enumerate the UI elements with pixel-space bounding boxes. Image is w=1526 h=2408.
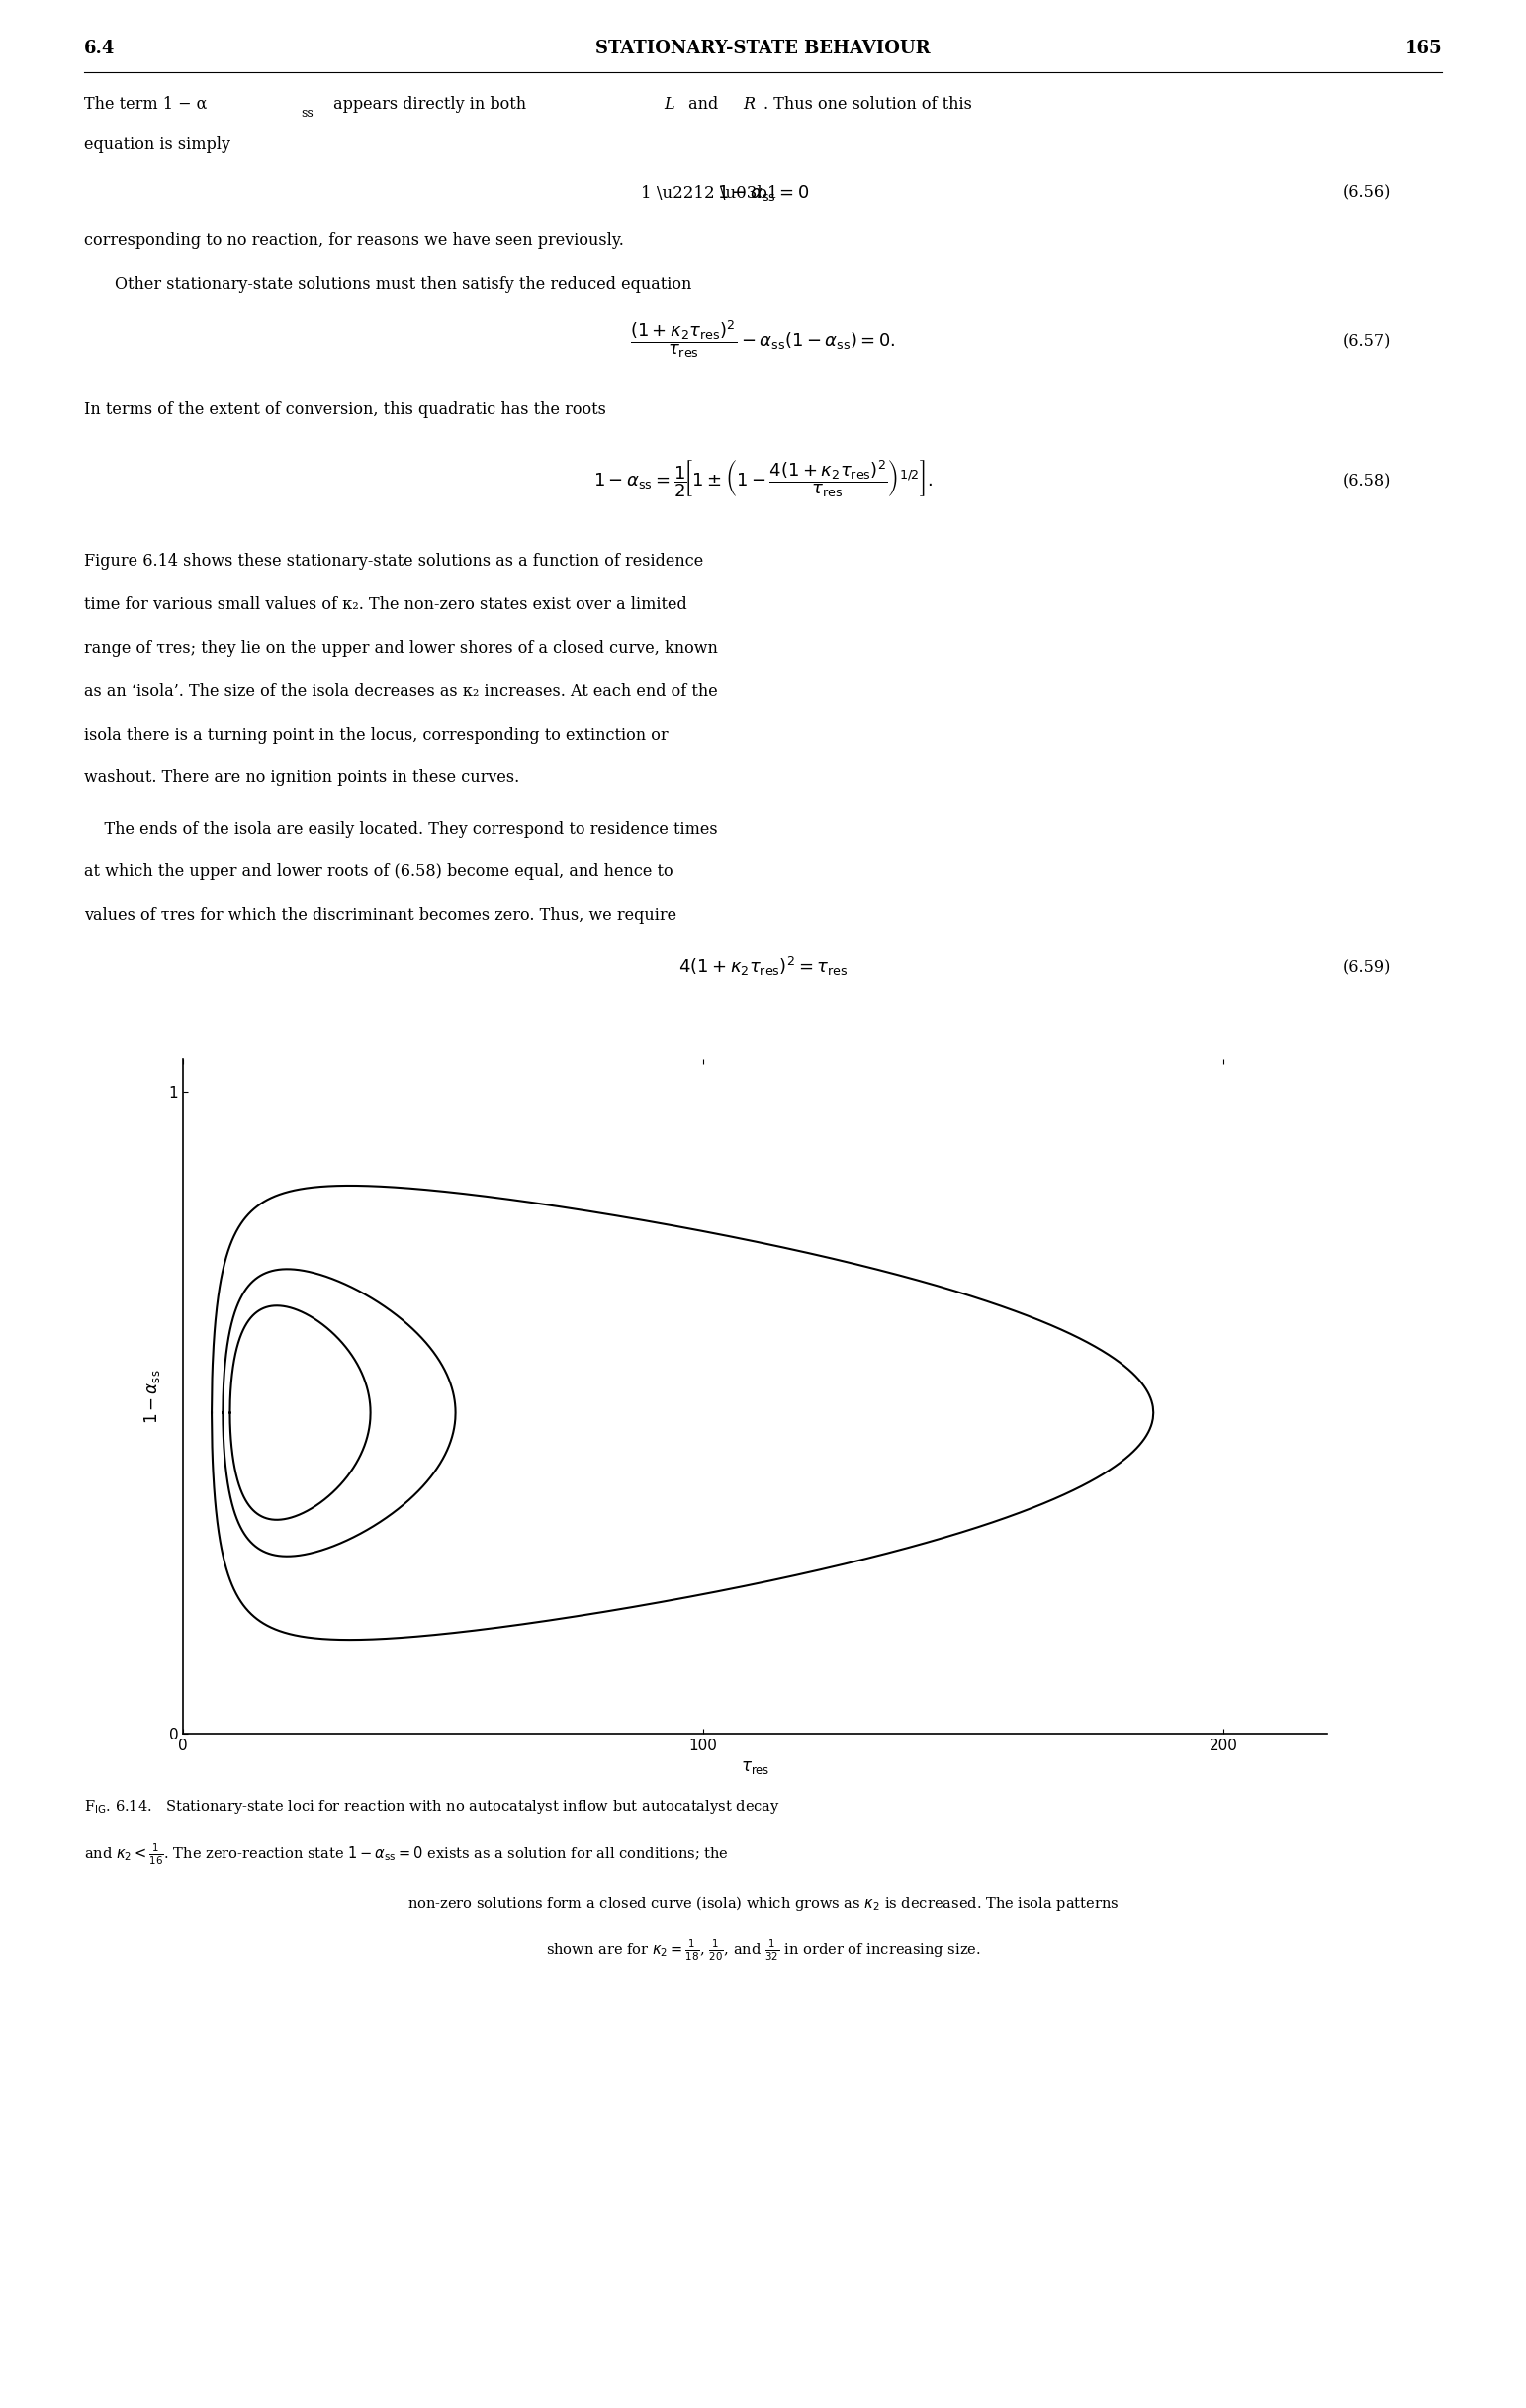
X-axis label: $\tau_{\mathrm{res}}$: $\tau_{\mathrm{res}}$ <box>740 1758 771 1775</box>
Text: and: and <box>684 96 723 113</box>
Text: appears directly in both: appears directly in both <box>328 96 531 113</box>
Text: time for various small values of κ₂. The non-zero states exist over a limited: time for various small values of κ₂. The… <box>84 597 687 614</box>
Text: ss: ss <box>301 106 313 120</box>
Text: as an ‘isola’. The size of the isola decreases as κ₂ increases. At each end of t: as an ‘isola’. The size of the isola dec… <box>84 684 717 701</box>
Text: corresponding to no reaction, for reasons we have seen previously.: corresponding to no reaction, for reason… <box>84 234 624 250</box>
Text: (6.59): (6.59) <box>1343 961 1390 978</box>
Text: Other stationary-state solutions must then satisfy the reduced equation: Other stationary-state solutions must th… <box>114 277 691 294</box>
Text: equation is simply: equation is simply <box>84 137 230 154</box>
Text: STATIONARY-STATE BEHAVIOUR: STATIONARY-STATE BEHAVIOUR <box>595 39 931 58</box>
Text: (6.58): (6.58) <box>1343 474 1390 491</box>
Text: 1 \u2212 \u03b1: 1 \u2212 \u03b1 <box>641 185 778 202</box>
Text: The ends of the isola are easily located. They correspond to residence times: The ends of the isola are easily located… <box>84 821 717 838</box>
Text: $1 - \alpha_{\mathrm{ss}} = \dfrac{1}{2}\!\left[1 \pm \left(1 - \dfrac{4(1 + \ka: $1 - \alpha_{\mathrm{ss}} = \dfrac{1}{2}… <box>594 458 932 498</box>
Text: $4(1 + \kappa_2 \tau_{\mathrm{res}})^2 = \tau_{\mathrm{res}}$: $4(1 + \kappa_2 \tau_{\mathrm{res}})^2 =… <box>678 956 848 978</box>
Text: and $\kappa_2 < \frac{1}{16}$. The zero-reaction state $1 - \alpha_{\mathrm{ss}}: and $\kappa_2 < \frac{1}{16}$. The zero-… <box>84 1842 728 1866</box>
Text: F$_{\mathrm{IG}}$. 6.14.   Stationary-state loci for reaction with no autocataly: F$_{\mathrm{IG}}$. 6.14. Stationary-stat… <box>84 1799 780 1816</box>
Text: L: L <box>664 96 674 113</box>
Text: $1 - \alpha_{\mathrm{ss}} = 0$: $1 - \alpha_{\mathrm{ss}} = 0$ <box>717 183 809 202</box>
Text: 6.4: 6.4 <box>84 39 114 58</box>
Text: non-zero solutions form a closed curve (isola) which grows as $\kappa_2$ is decr: non-zero solutions form a closed curve (… <box>407 1893 1119 1912</box>
Text: Figure 6.14 shows these stationary-state solutions as a function of residence: Figure 6.14 shows these stationary-state… <box>84 554 703 571</box>
Text: R: R <box>743 96 755 113</box>
Text: range of τres; they lie on the upper and lower shores of a closed curve, known: range of τres; they lie on the upper and… <box>84 641 717 657</box>
Text: at which the upper and lower roots of (6.58) become equal, and hence to: at which the upper and lower roots of (6… <box>84 864 673 881</box>
Y-axis label: $1 - \alpha_{\mathrm{ss}}$: $1 - \alpha_{\mathrm{ss}}$ <box>142 1370 162 1423</box>
Text: shown are for $\kappa_2 = \frac{1}{18}$, $\frac{1}{20}$, and $\frac{1}{32}$ in o: shown are for $\kappa_2 = \frac{1}{18}$,… <box>545 1938 981 1963</box>
Text: (6.56): (6.56) <box>1343 185 1390 202</box>
Text: washout. There are no ignition points in these curves.: washout. There are no ignition points in… <box>84 771 519 787</box>
Text: values of τres for which the discriminant becomes zero. Thus, we require: values of τres for which the discriminan… <box>84 908 676 925</box>
Text: (6.57): (6.57) <box>1343 335 1390 352</box>
Text: $\dfrac{(1 + \kappa_2 \tau_{\mathrm{res}})^2}{\tau_{\mathrm{res}}} - \alpha_{\ma: $\dfrac{(1 + \kappa_2 \tau_{\mathrm{res}… <box>630 318 896 359</box>
Text: In terms of the extent of conversion, this quadratic has the roots: In terms of the extent of conversion, th… <box>84 402 606 419</box>
Text: 165: 165 <box>1405 39 1442 58</box>
Text: The term 1 − α: The term 1 − α <box>84 96 208 113</box>
Text: . Thus one solution of this: . Thus one solution of this <box>763 96 972 113</box>
Text: isola there is a turning point in the locus, corresponding to extinction or: isola there is a turning point in the lo… <box>84 727 668 744</box>
